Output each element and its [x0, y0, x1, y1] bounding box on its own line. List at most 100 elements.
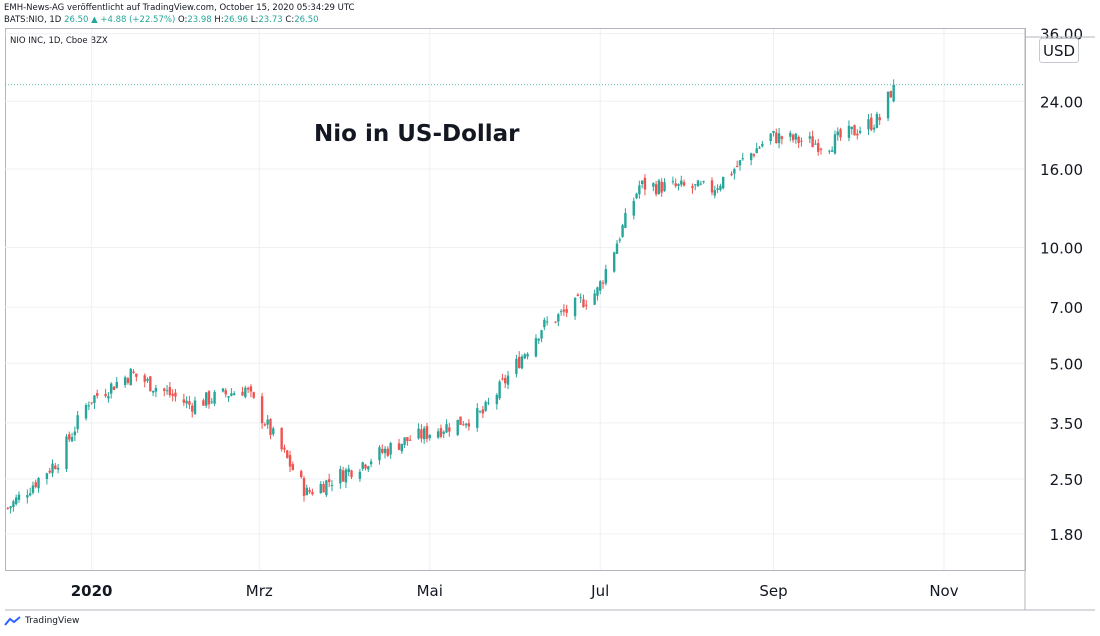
- candle-up: [107, 396, 110, 399]
- candle-up: [244, 387, 247, 398]
- candle-up: [476, 408, 479, 428]
- candle-down: [889, 91, 893, 98]
- candle-up: [73, 431, 77, 436]
- candle-up: [559, 311, 563, 313]
- low-value: 23.73: [258, 15, 283, 25]
- candle-up: [45, 473, 49, 480]
- candle-up: [330, 485, 334, 487]
- candle-up: [400, 443, 404, 452]
- candle-up: [456, 419, 459, 435]
- candle-up: [520, 356, 524, 369]
- candle-down: [397, 443, 401, 450]
- candle-down: [660, 181, 663, 193]
- candle-up: [836, 131, 839, 136]
- candle-up: [272, 428, 275, 435]
- candle-up: [389, 443, 392, 455]
- candle-down: [425, 426, 429, 439]
- candle-down: [674, 183, 677, 187]
- candle-up: [361, 462, 364, 469]
- candle-up: [638, 185, 641, 195]
- candle-up: [557, 314, 560, 322]
- open-label: O:: [177, 15, 188, 25]
- candle-up: [758, 147, 761, 149]
- candle-down: [878, 117, 881, 121]
- candle-up: [772, 130, 775, 133]
- candle-down: [406, 437, 409, 442]
- candle-up: [850, 126, 853, 130]
- y-tick-label: 5.00: [1050, 355, 1083, 373]
- candle-up: [129, 368, 132, 386]
- candle-down: [459, 416, 462, 425]
- candle-up: [266, 419, 269, 425]
- candle-down: [104, 393, 107, 397]
- candle-down: [800, 140, 803, 142]
- candle-down: [291, 464, 295, 471]
- candle-down: [462, 424, 465, 426]
- candle-up: [367, 466, 370, 470]
- candle-down: [576, 294, 580, 297]
- candle-up: [526, 353, 529, 357]
- candle-down: [48, 470, 51, 473]
- candle-up: [487, 402, 490, 404]
- candle-up: [84, 405, 88, 419]
- candle-down: [691, 186, 694, 189]
- candle-up: [719, 185, 722, 190]
- candle-down: [420, 429, 423, 439]
- y-tick-label: 2.50: [1050, 471, 1083, 489]
- candle-up: [422, 428, 426, 440]
- candle-up: [755, 148, 758, 154]
- candle-up: [37, 477, 40, 489]
- candle-down: [308, 490, 311, 493]
- candle-up: [677, 183, 680, 186]
- x-tick-label: Sep: [759, 582, 787, 600]
- candle-down: [6, 507, 9, 509]
- candle-up: [498, 381, 501, 399]
- instrument-label: NIO INC, 1D, Cboe BZX: [10, 36, 108, 46]
- y-tick-label: 3.50: [1050, 415, 1083, 433]
- candle-up: [339, 469, 342, 484]
- candle-up: [615, 243, 619, 254]
- candle-down: [819, 148, 823, 150]
- candle-up: [716, 188, 719, 190]
- candle-down: [554, 321, 557, 323]
- candle-up: [618, 239, 621, 241]
- candle-down: [439, 428, 443, 437]
- candle-down: [171, 393, 174, 396]
- candle-up: [115, 381, 118, 388]
- candle-up: [741, 158, 744, 160]
- ohlc-line: BATS:NIO, 1D 26.50 ▲ +4.88 (+22.57%) O:2…: [4, 14, 354, 26]
- publisher-line: EMH-News-AG veröffentlicht auf TradingVi…: [4, 3, 355, 13]
- candle-down: [735, 165, 739, 167]
- candle-down: [207, 391, 211, 405]
- high-value: 26.96: [223, 15, 249, 25]
- candle-up: [232, 393, 236, 396]
- candle-up: [761, 143, 764, 147]
- candle-down: [775, 132, 778, 144]
- candle-up: [847, 125, 851, 138]
- candle-up: [702, 181, 705, 183]
- candle-down: [853, 125, 856, 136]
- candle-down: [682, 182, 686, 186]
- candle-up: [205, 392, 208, 406]
- candle-down: [168, 387, 172, 396]
- candle-up: [17, 494, 21, 500]
- grid-lines: [5, 29, 1025, 570]
- candle-down: [188, 401, 191, 405]
- open-value: 23.98: [187, 15, 212, 25]
- currency-button[interactable]: USD: [1039, 38, 1079, 63]
- candle-up: [640, 180, 644, 185]
- candle-up: [540, 330, 543, 339]
- candle-down: [135, 373, 138, 377]
- candle-down: [143, 375, 146, 382]
- last-price: 26.50: [64, 15, 89, 25]
- candle-up: [26, 494, 29, 498]
- candle-up: [699, 183, 703, 185]
- y-tick-label: 1.80: [1050, 526, 1083, 544]
- tradingview-footer: TradingView: [4, 616, 79, 626]
- candle-up: [624, 212, 627, 228]
- y-tick-label: 7.00: [1050, 299, 1083, 317]
- candle-up: [872, 127, 876, 130]
- candle-down: [797, 136, 800, 143]
